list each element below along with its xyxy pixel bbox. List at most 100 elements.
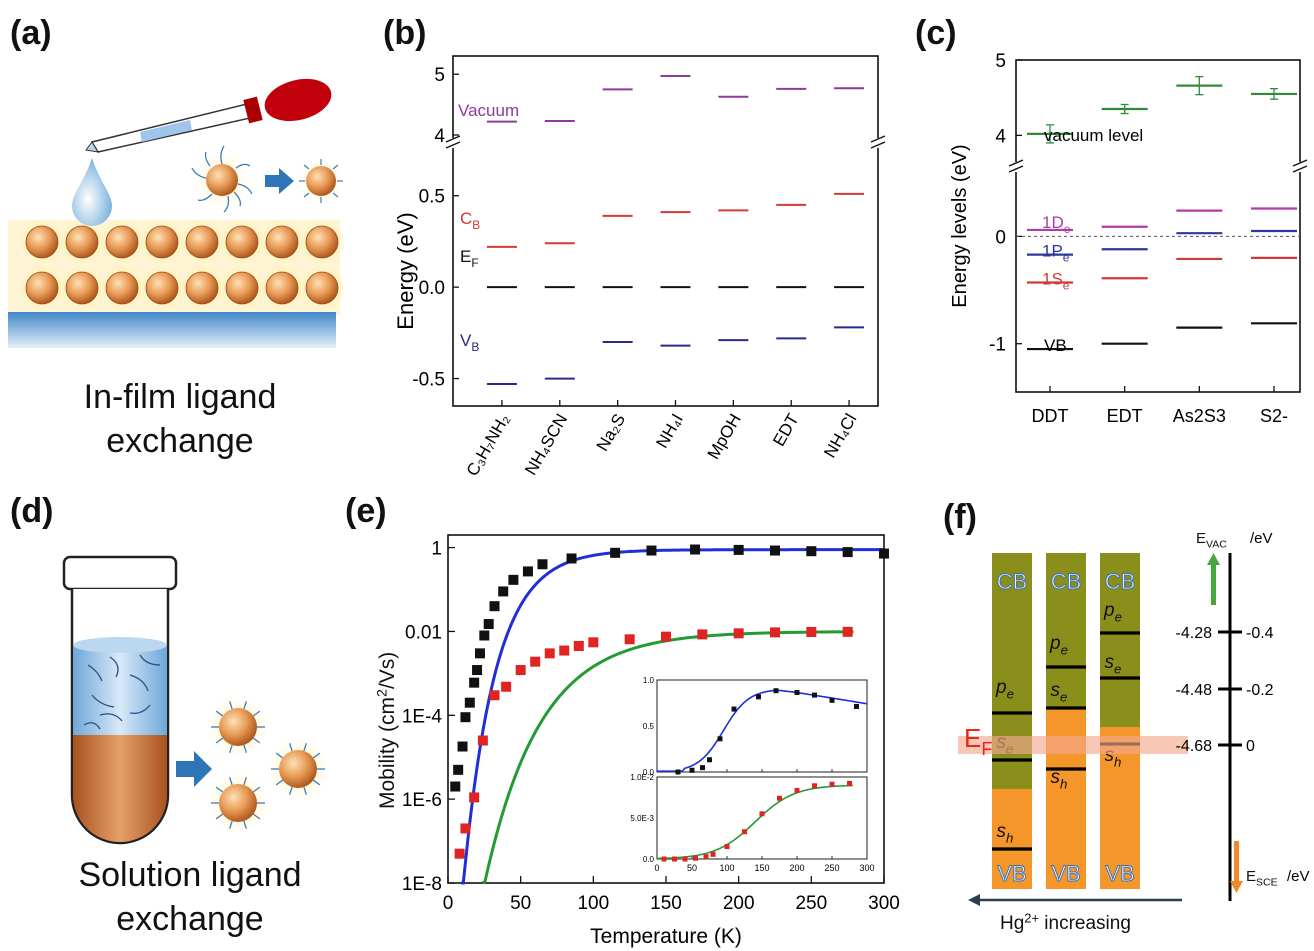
axis-break-gap (1294, 162, 1306, 172)
cb-region (1100, 553, 1140, 727)
hg-increasing-label: Hg2+ increasing (1000, 910, 1131, 934)
data-point-red (460, 823, 471, 834)
data-point-black (646, 545, 657, 556)
label-se: se (1051, 680, 1068, 705)
label-cb: CB (460, 209, 480, 232)
nanoparticle (105, 225, 139, 259)
label-1se: 1Se (1042, 270, 1070, 293)
cb-label: CB (997, 569, 1028, 594)
inset-point-black (675, 769, 681, 775)
data-point-black (498, 586, 509, 597)
label-pe: pe (995, 677, 1014, 702)
inset-point-red (661, 856, 667, 862)
x-tick-label: EDT (769, 411, 802, 450)
inset-point-black (700, 765, 705, 771)
inset-point-black (756, 694, 761, 700)
data-point-red (559, 645, 570, 656)
data-point-red (733, 628, 744, 639)
data-point-red (842, 626, 853, 637)
nanoparticle (65, 225, 99, 259)
label-pe: pe (1103, 600, 1122, 625)
fermi-band (958, 736, 1188, 754)
inset-x-tick-label: 100 (719, 863, 734, 873)
data-point-red (477, 735, 488, 746)
arrow-right-icon (176, 751, 212, 787)
vb-label: VB (997, 861, 1026, 886)
y-tick-label: 1E-6 (402, 790, 442, 811)
x-tick-label: 50 (510, 893, 531, 914)
sce-axis-label-main: E (1246, 868, 1256, 885)
fermi-label-main: E (964, 723, 981, 753)
data-point-red (697, 629, 708, 640)
illustration-d (62, 555, 330, 845)
label-pe-main: p (1103, 600, 1115, 621)
y-axis-label-sup: 2 (375, 689, 391, 697)
y-tick-label: 0 (995, 227, 1006, 248)
data-point-black (879, 548, 889, 559)
inset-point-red (829, 781, 835, 787)
data-point-red (530, 656, 541, 667)
nanoparticle (145, 225, 179, 259)
label-vb-main: V (460, 331, 472, 350)
x-tick-label: 200 (723, 893, 755, 914)
label-1se-main: 1S (1042, 270, 1063, 289)
label-1de: 1De (1042, 213, 1071, 236)
inset-top: 0.0 0.5 1.0 (643, 676, 868, 777)
y-tick-label: -0.5 (412, 370, 445, 391)
label-vb-sub: B (471, 340, 479, 354)
inset-point-black (829, 697, 835, 703)
nanoparticle (225, 271, 259, 305)
caption-a-line2: exchange (106, 422, 254, 460)
fermi-label-sub: F (981, 739, 992, 759)
chart-c: 4 5 -1 0 Energy levels (eV) DDT EDT As2S3 S2- vac… (949, 51, 1308, 426)
inset-point-red (777, 795, 782, 801)
inset-point-red (847, 780, 852, 786)
axis-break-gap (872, 138, 884, 148)
sce-axis-unit: /eV (1287, 868, 1310, 885)
inset-x-tick-label: 0 (654, 863, 659, 873)
nanoparticle (25, 225, 59, 259)
y-tick-label: 1E-8 (402, 874, 442, 895)
ligand (252, 813, 261, 820)
label-vb: VB (1044, 336, 1067, 355)
data-point-red (489, 690, 500, 701)
inset-point-red (742, 829, 747, 835)
pipette-icon (85, 78, 332, 153)
inset-point-black (773, 688, 779, 694)
data-point-red (588, 637, 599, 648)
x-tick-label: Na₂S (593, 411, 629, 455)
axis-break-mark (445, 135, 886, 149)
data-point-red (624, 634, 635, 645)
ligand (215, 710, 224, 717)
hg-increasing-label-end: increasing (1039, 913, 1131, 934)
inset-point-red (693, 855, 698, 861)
hg-increasing-label-main: Hg (1000, 913, 1024, 934)
nanoparticle (225, 225, 259, 259)
sce-tick-label: -0.2 (1246, 682, 1274, 699)
panel-label-d: (d) (10, 492, 54, 530)
data-point-black (453, 764, 464, 775)
inset-point-red (703, 854, 709, 860)
x-tick-label: 300 (868, 893, 900, 914)
data-point-red (544, 648, 555, 659)
data-point-red (501, 681, 512, 692)
label-1pe: 1Pe (1042, 242, 1070, 265)
axis-break-mark (1008, 159, 1308, 173)
vb-label: VB (1051, 861, 1080, 886)
data-point-black (566, 553, 577, 564)
label-pe-sub: e (1061, 643, 1068, 658)
y-tick-label: 1 (431, 539, 442, 560)
arrow-right-icon (265, 168, 294, 194)
data-point-red (806, 626, 817, 637)
cb-label: CB (1051, 569, 1082, 594)
y-tick-label: 5 (434, 65, 445, 86)
ligand (275, 752, 284, 759)
data-point-red (515, 665, 526, 676)
nanoparticle (305, 225, 339, 259)
inset-x-tick-label: 150 (754, 863, 769, 873)
label-cb-main: C (460, 209, 472, 228)
data-point-black (464, 697, 475, 708)
label-ef-main: E (460, 247, 471, 266)
caption-a: In-film ligand exchange (30, 375, 330, 463)
hg-arrow-head (968, 894, 980, 906)
